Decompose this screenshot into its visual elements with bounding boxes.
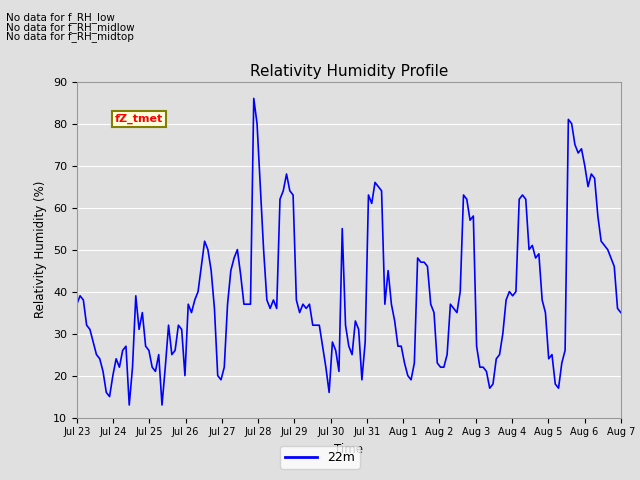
Legend: 22m: 22m [280,446,360,469]
Text: No data for f_RH_midtop: No data for f_RH_midtop [6,31,134,42]
Y-axis label: Relativity Humidity (%): Relativity Humidity (%) [35,181,47,318]
Title: Relativity Humidity Profile: Relativity Humidity Profile [250,64,448,79]
X-axis label: Time: Time [334,443,364,456]
Text: fZ_tmet: fZ_tmet [115,114,163,124]
Text: No data for f_RH_low: No data for f_RH_low [6,12,115,23]
Text: No data for f_RH_midlow: No data for f_RH_midlow [6,22,135,33]
